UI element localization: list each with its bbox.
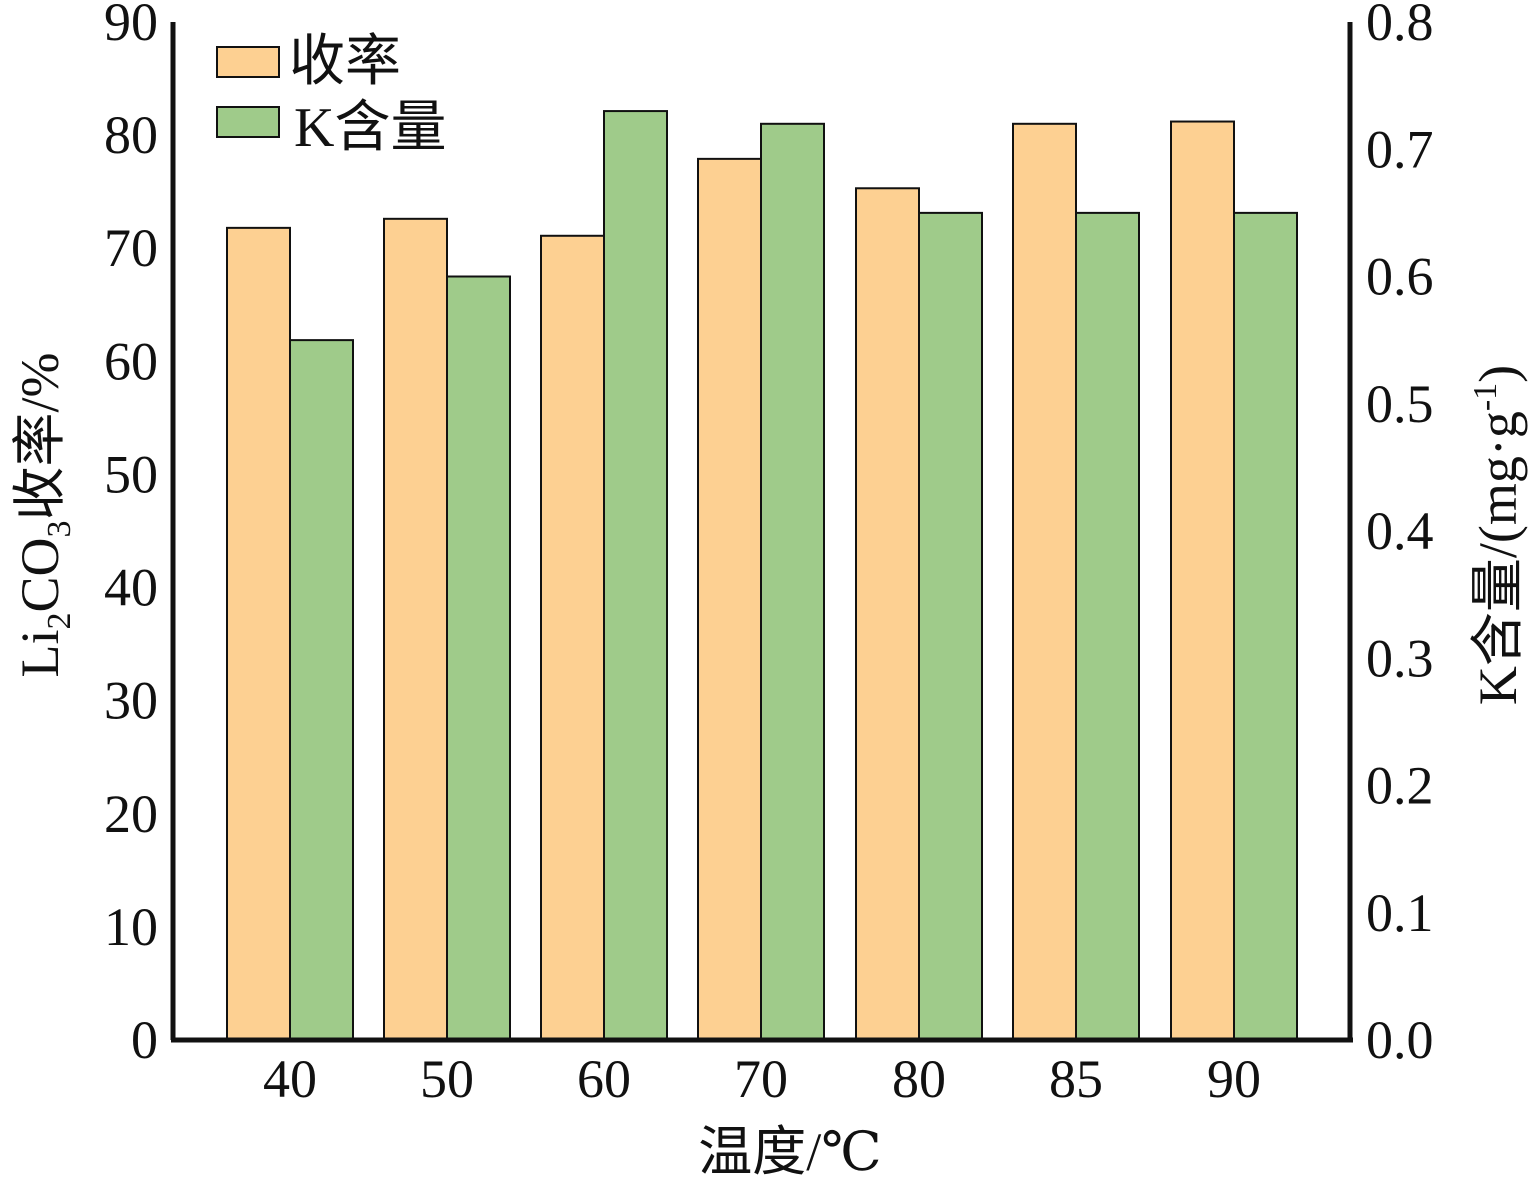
yield-bar-80 (855, 187, 920, 1042)
legend-label-yield: 收率 (289, 31, 401, 93)
x-tick-labels: 40 50 60 70 80 85 90 (263, 1049, 1261, 1109)
x-tick-label: 40 (263, 1049, 317, 1109)
right-tick-label: 0.8 (1366, 0, 1434, 52)
k-content-bar-80 (918, 211, 983, 1041)
right-axis-title: K含量/(mg·g-1) (1467, 365, 1528, 705)
left-axis-title-sub2: 3 (41, 520, 78, 537)
right-tick-label: 0.0 (1366, 1010, 1434, 1070)
right-tick-label: 0.3 (1366, 628, 1434, 688)
k-content-bar-85 (1075, 211, 1140, 1041)
left-tick-label: 10 (104, 897, 158, 957)
x-tick-label: 70 (734, 1049, 788, 1109)
yield-bar-50 (383, 217, 448, 1041)
bars-layer (226, 110, 1298, 1042)
yield-bar-60 (540, 234, 605, 1041)
yield-bar-40 (226, 226, 291, 1041)
right-tick-label: 0.1 (1366, 883, 1434, 943)
x-tick-label: 85 (1049, 1049, 1103, 1109)
legend-swatch-yield (216, 46, 280, 78)
left-tick-label: 50 (104, 444, 158, 504)
k-content-bar-40 (289, 339, 354, 1041)
left-axis-title-part2: CO (10, 537, 70, 612)
k-content-bar-50 (446, 275, 511, 1041)
right-axis-title-part2: ) (1468, 365, 1528, 383)
right-tick-labels: 0.0 0.1 0.2 0.3 0.4 0.5 0.6 0.7 0.8 (1366, 0, 1434, 1070)
x-tick-label: 90 (1207, 1049, 1261, 1109)
left-tick-label: 80 (104, 105, 158, 165)
legend-label-k: K含量 (294, 97, 446, 159)
left-tick-label: 0 (131, 1010, 158, 1070)
x-axis-title: 温度/℃ (698, 1122, 881, 1181)
axes-layer (170, 22, 1353, 1043)
left-tick-label: 30 (104, 671, 158, 731)
right-tick-label: 0.5 (1366, 374, 1434, 434)
yield-bar-85 (1012, 122, 1077, 1042)
k-content-bar-60 (603, 110, 668, 1041)
legend: 收率 K含量 (216, 31, 446, 159)
left-tick-label: 60 (104, 331, 158, 391)
left-tick-label: 90 (104, 0, 158, 52)
left-tick-labels: 0 10 20 30 40 50 60 70 80 90 (104, 0, 158, 1070)
right-tick-label: 0.2 (1366, 756, 1434, 816)
yield-bar-70 (697, 157, 762, 1041)
k-content-bar-70 (760, 122, 825, 1042)
right-axis-title-part: K含量/(mg·g (1468, 411, 1528, 705)
right-tick-label: 0.7 (1366, 119, 1434, 179)
left-axis-title-part: Li (10, 630, 70, 678)
yield-bar-90 (1170, 120, 1235, 1041)
x-tick-label: 60 (577, 1049, 631, 1109)
left-tick-label: 70 (104, 218, 158, 278)
left-axis-title-part3: 收率/% (10, 352, 70, 520)
x-tick-label: 80 (892, 1049, 946, 1109)
left-axis-title: Li2CO3收率/% (10, 352, 78, 677)
k-content-bar-90 (1233, 211, 1298, 1041)
right-tick-label: 0.6 (1366, 247, 1434, 307)
left-tick-label: 40 (104, 558, 158, 618)
x-tick-label: 50 (420, 1049, 474, 1109)
right-tick-label: 0.4 (1366, 501, 1434, 561)
left-tick-label: 20 (104, 784, 158, 844)
right-axis-title-sup: -1 (1467, 383, 1504, 411)
left-axis-title-sub: 2 (41, 613, 78, 630)
legend-swatch-k (216, 106, 280, 138)
